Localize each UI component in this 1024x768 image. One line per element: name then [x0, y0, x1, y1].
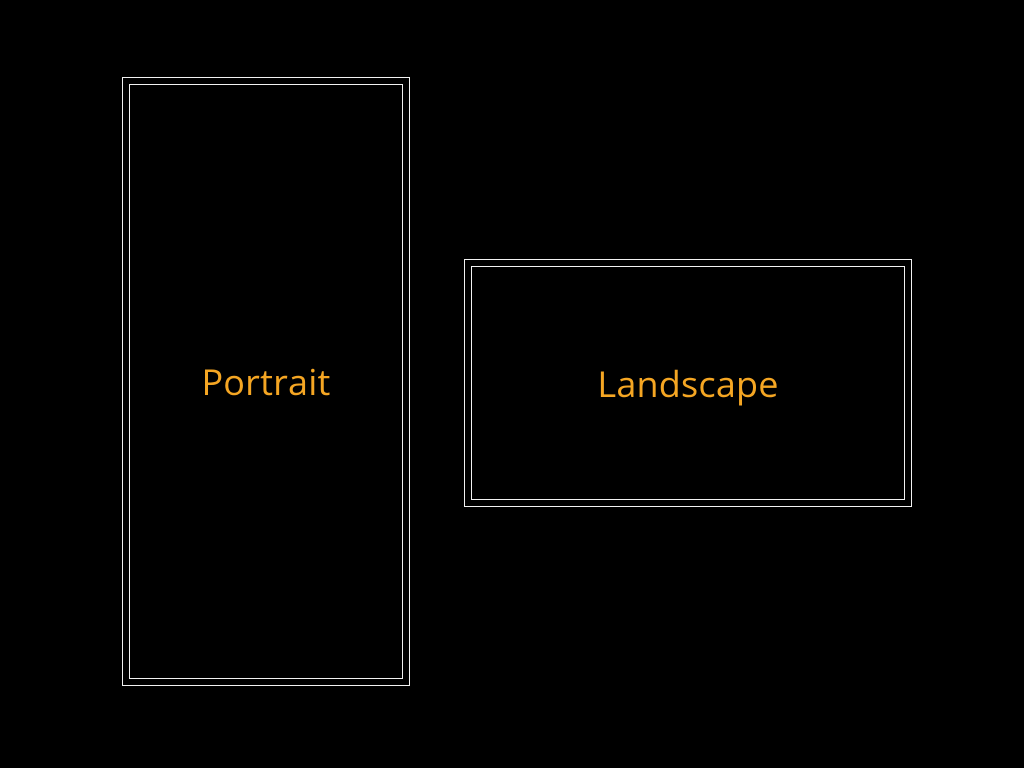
portrait-panel: Portrait: [122, 77, 410, 686]
landscape-panel: Landscape: [464, 259, 912, 507]
portrait-label: Portrait: [201, 357, 330, 406]
orientation-diagram: Portrait Landscape: [0, 0, 1024, 768]
landscape-label: Landscape: [597, 359, 778, 408]
